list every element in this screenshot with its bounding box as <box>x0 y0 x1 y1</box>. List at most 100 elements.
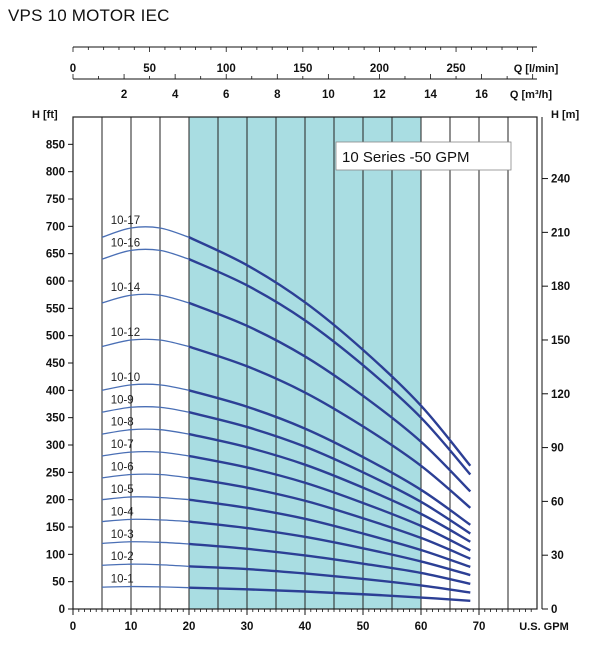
y-left-tick-label: 250 <box>46 467 65 479</box>
y-left-tick-label: 400 <box>46 385 65 397</box>
curve-label-10-17: 10-17 <box>111 215 140 227</box>
curve-10-7-low-flow <box>101 450 190 457</box>
y-right-tick-label: 180 <box>551 281 570 293</box>
y-right-tick-label: 0 <box>551 604 557 616</box>
x-bottom-tick-label: 60 <box>415 621 428 633</box>
y-right-tick-label: 30 <box>551 550 564 562</box>
curve-10-4-low-flow <box>101 518 190 523</box>
curve-10-5-low-flow <box>101 496 190 501</box>
y-right-tick-label: 150 <box>551 335 570 347</box>
curve-10-1-low-flow <box>101 585 190 589</box>
curve-label-10-2: 10-2 <box>111 551 134 563</box>
x-bottom-tick-label: 40 <box>299 621 312 633</box>
x-top-m3h-tick-label: 10 <box>322 89 335 101</box>
x-top-lmin-tick-label: 50 <box>143 63 156 75</box>
curve-10-7 <box>188 454 471 552</box>
curve-10-6-low-flow <box>101 473 190 479</box>
x-bottom-tick-label: 30 <box>241 621 254 633</box>
x-bottom-tick-label: 0 <box>70 621 76 633</box>
curve-10-1 <box>188 586 471 602</box>
y-left-tick-label: 450 <box>46 358 65 370</box>
curve-10-8 <box>188 432 471 543</box>
curve-10-6 <box>188 476 471 560</box>
y-right-tick-label: 60 <box>551 496 564 508</box>
y-left-tick-label: 550 <box>46 303 65 315</box>
y-left-tick-label: 0 <box>59 604 65 616</box>
curve-10-5 <box>188 498 471 569</box>
curve-10-3-low-flow <box>101 541 190 545</box>
curve-label-10-6: 10-6 <box>111 462 134 474</box>
x-top-m3h-tick-label: 16 <box>475 89 488 101</box>
curve-10-12 <box>188 345 472 509</box>
curve-label-10-4: 10-4 <box>111 506 135 518</box>
x-bottom-tick-label: 70 <box>473 621 486 633</box>
legend-box <box>335 141 512 171</box>
y-left-tick-label: 300 <box>46 440 65 452</box>
y-left-tick-label: 650 <box>46 249 65 261</box>
y-right-tick-label: 90 <box>551 443 564 455</box>
page-title: VPS 10 MOTOR IEC <box>8 6 170 25</box>
curve-10-10-low-flow <box>101 383 190 391</box>
x-top-m3h-tick-label: 6 <box>223 89 229 101</box>
y-left-tick-label: 850 <box>46 139 65 151</box>
y-left-tick-label: 700 <box>46 221 65 233</box>
y-left-tick-label: 350 <box>46 413 65 425</box>
y-left-tick-label: 800 <box>46 167 65 179</box>
y-left-tick-label: 200 <box>46 495 65 507</box>
x-top-lmin-tick-label: 0 <box>70 63 76 75</box>
y-left-axis-label: H [ft] <box>32 109 58 121</box>
curve-label-10-7: 10-7 <box>111 439 134 451</box>
curve-label-10-16: 10-16 <box>111 237 140 249</box>
curve-10-17-low-flow <box>101 226 190 238</box>
curve-10-14-low-flow <box>101 293 190 304</box>
curve-10-16 <box>188 258 472 476</box>
y-left-tick-label: 500 <box>46 331 65 343</box>
y-left-tick-label: 150 <box>46 522 65 534</box>
x-top-lmin-tick-label: 100 <box>217 63 236 75</box>
y-right-tick-label: 240 <box>551 174 570 186</box>
curve-10-16-low-flow <box>101 248 190 260</box>
x-top-m3h-tick-label: 14 <box>424 89 437 101</box>
curve-label-10-12: 10-12 <box>111 327 140 339</box>
x-top-m3h-tick-label: 2 <box>121 89 127 101</box>
y-right-tick-label: 120 <box>551 389 570 401</box>
curve-10-2-low-flow <box>101 563 190 568</box>
x-bottom-tick-label: 50 <box>357 621 370 633</box>
y-left-tick-label: 600 <box>46 276 65 288</box>
y-left-tick-label: 100 <box>46 549 65 561</box>
curve-10-2 <box>188 565 471 594</box>
curve-10-10 <box>188 389 471 526</box>
y-right-tick-label: 210 <box>551 227 570 239</box>
curve-10-12-low-flow <box>101 338 190 348</box>
curve-10-3 <box>188 542 471 586</box>
y-left-tick-label: 750 <box>46 194 65 206</box>
x-top-m3h-tick-label: 4 <box>172 89 179 101</box>
y-right-axis-label: H [m] <box>551 109 579 121</box>
x-top-lmin-tick-label: 150 <box>293 63 312 75</box>
curve-label-10-1: 10-1 <box>111 574 134 586</box>
curve-10-4 <box>188 520 471 577</box>
curve-label-10-5: 10-5 <box>111 484 134 496</box>
x-top-m3h-tick-label: 8 <box>274 89 281 101</box>
curve-label-10-9: 10-9 <box>111 394 134 406</box>
x-bottom-tick-label: 10 <box>125 621 138 633</box>
curve-10-9 <box>188 411 471 535</box>
x-top-m3h-axis-label: Q [m³/h] <box>510 89 552 101</box>
x-top-m3h-tick-label: 12 <box>373 89 386 101</box>
x-top-lmin-tick-label: 250 <box>446 63 465 75</box>
curve-10-9-low-flow <box>101 406 190 413</box>
x-bottom-tick-label: 20 <box>183 621 196 633</box>
x-bottom-axis-label: U.S. GPM <box>519 621 569 633</box>
curve-10-17 <box>188 236 472 467</box>
x-top-lmin-axis-label: Q [l/min] <box>514 63 559 75</box>
curve-label-10-3: 10-3 <box>111 529 134 541</box>
curve-10-8-low-flow <box>101 428 190 435</box>
y-left-tick-label: 50 <box>52 577 65 589</box>
curve-label-10-8: 10-8 <box>111 417 134 429</box>
x-top-lmin-tick-label: 200 <box>370 63 389 75</box>
legend-text: 10 Series -50 GPM <box>342 149 470 166</box>
curve-label-10-10: 10-10 <box>111 372 140 384</box>
curve-10-14 <box>188 301 472 493</box>
curve-label-10-14: 10-14 <box>111 282 141 294</box>
